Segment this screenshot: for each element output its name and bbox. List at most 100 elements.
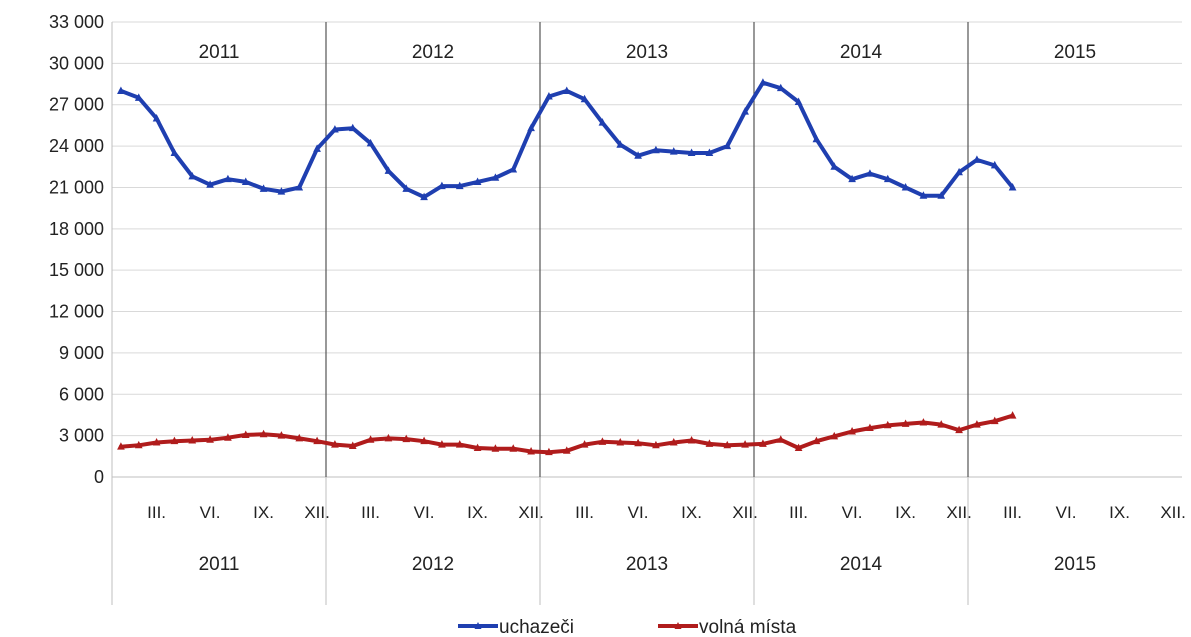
x-month-label: III. — [789, 503, 808, 522]
x-month-label: IX. — [895, 503, 916, 522]
data-point — [723, 440, 732, 449]
y-tick-label: 15 000 — [49, 260, 104, 280]
data-point — [669, 147, 678, 155]
data-point — [759, 439, 767, 447]
data-point — [188, 171, 197, 180]
year-band-label: 2011 — [199, 42, 240, 63]
data-point — [384, 433, 393, 442]
data-point — [455, 181, 464, 190]
data-point — [776, 83, 785, 92]
data-point — [937, 191, 946, 199]
y-tick-label: 24 000 — [49, 136, 104, 156]
data-point — [402, 434, 411, 443]
data-point — [134, 440, 143, 449]
data-point — [598, 118, 607, 126]
x-month-label: IX. — [253, 503, 274, 522]
data-point — [990, 160, 999, 169]
data-point — [741, 107, 749, 115]
data-point — [652, 440, 660, 449]
data-point — [527, 447, 535, 455]
data-point — [402, 184, 411, 192]
data-point — [420, 192, 428, 201]
data-point — [455, 440, 464, 448]
data-point — [545, 447, 553, 456]
data-point — [794, 97, 803, 105]
x-month-label: VI. — [200, 503, 221, 522]
legend-label: uchazeči — [499, 617, 574, 637]
y-tick-label: 30 000 — [49, 53, 104, 73]
data-point — [366, 138, 375, 147]
data-point — [152, 114, 161, 122]
x-month-label: VI. — [628, 503, 649, 522]
data-point — [955, 425, 963, 434]
data-point — [241, 430, 250, 438]
x-year-label: 2015 — [1054, 554, 1096, 575]
x-month-label: XII. — [304, 503, 330, 522]
data-point — [901, 182, 910, 191]
data-point — [705, 439, 714, 447]
data-point — [188, 435, 197, 444]
y-tick-label: 12 000 — [49, 302, 104, 322]
data-point — [866, 169, 874, 177]
data-point — [117, 86, 125, 94]
data-point — [224, 174, 232, 183]
data-point — [955, 167, 963, 176]
data-point — [277, 431, 286, 439]
data-point — [759, 78, 767, 86]
data-point — [527, 123, 535, 132]
data-point — [901, 419, 910, 427]
data-point — [473, 177, 482, 185]
data-point — [580, 440, 589, 448]
data-point — [883, 420, 892, 429]
data-point — [438, 181, 446, 190]
data-point — [687, 435, 696, 444]
data-point — [509, 444, 518, 452]
data-point — [331, 125, 339, 133]
legend-swatch-marker — [674, 622, 682, 629]
x-month-label: III. — [361, 503, 380, 522]
data-point — [848, 427, 856, 435]
data-point — [259, 429, 268, 438]
x-year-label: 2012 — [412, 554, 454, 575]
data-point — [883, 174, 892, 183]
data-point — [723, 141, 732, 150]
data-point — [277, 187, 286, 195]
data-point — [937, 420, 946, 428]
data-point — [562, 86, 571, 94]
data-point — [491, 173, 500, 181]
legend-label: volná místa — [699, 617, 797, 637]
data-point — [848, 174, 856, 183]
data-point — [794, 443, 803, 452]
data-point — [866, 423, 874, 432]
data-point — [491, 444, 500, 452]
data-point — [741, 440, 749, 448]
data-point — [170, 436, 179, 445]
data-point — [830, 431, 839, 440]
data-point — [313, 144, 321, 152]
data-point — [117, 442, 125, 450]
data-point — [634, 151, 642, 159]
x-month-label: IX. — [1109, 503, 1130, 522]
data-point — [669, 438, 678, 446]
x-month-label: IX. — [467, 503, 488, 522]
x-month-label: VI. — [414, 503, 435, 522]
data-point — [134, 93, 143, 101]
data-point — [580, 94, 589, 103]
y-tick-label: 21 000 — [49, 177, 104, 197]
x-month-label: IX. — [681, 503, 702, 522]
year-band-label: 2015 — [1054, 42, 1096, 63]
data-point — [331, 440, 339, 448]
data-point — [224, 433, 232, 441]
data-point — [973, 420, 981, 428]
data-point — [812, 436, 821, 445]
data-point — [705, 148, 714, 156]
data-point — [509, 165, 518, 173]
y-tick-label: 9 000 — [59, 343, 104, 363]
data-point — [562, 446, 571, 454]
x-year-label: 2013 — [626, 554, 668, 575]
year-band-label: 2014 — [840, 42, 883, 63]
y-tick-label: 27 000 — [49, 95, 104, 115]
data-point — [170, 148, 179, 156]
